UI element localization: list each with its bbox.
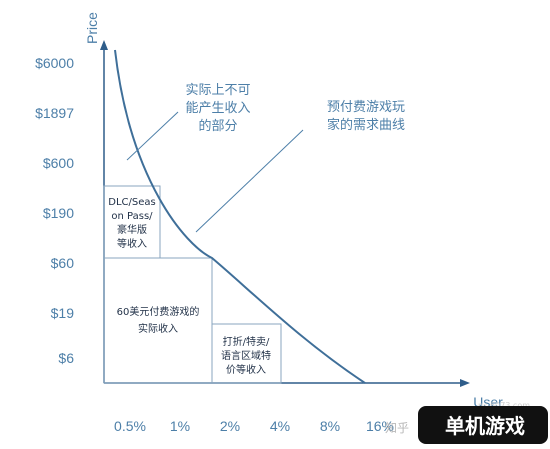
y-tick-label: $19 [51,305,75,321]
y-tick-label: $60 [51,255,75,271]
y-axis-title: Price [84,12,100,44]
annotation-unrealizable: 能产生收入 [185,101,250,116]
watermark-url: pc.6073.com [478,401,530,410]
dlc-label: 豪华版 [117,223,147,236]
dlc-label: 等收入 [117,237,147,250]
discount-label: 价等收入 [226,363,266,376]
annotation-demand-curve: 家的需求曲线 [327,117,405,133]
annotation-unrealizable: 实际上不可 [185,83,250,98]
y-tick-label: $6000 [35,55,74,71]
annotation-demand-curve: 预付费游戏玩 [327,100,405,115]
watermark-logo: 单机游戏 [445,414,525,438]
discount-region [211,323,282,384]
x-tick-label: 0.5% [114,418,146,434]
x-tick-label: 16% [366,418,394,434]
discount-label: 语言区域特 [221,349,271,362]
y-axis-arrow [100,40,108,50]
dlc-label: on Pass/ [111,211,153,222]
watermark-logo-box [418,406,548,444]
y-tick-label: $600 [43,155,74,171]
x-tick-label: 1% [170,418,190,434]
y-tick-label: $190 [43,205,74,221]
discount-label: 打折/特卖/ [223,335,270,348]
dlc-label: DLC/Seas [108,197,155,208]
x-tick-label: 4% [270,418,290,434]
y-tick-label: $6 [58,350,74,366]
x-tick-label: 8% [320,418,340,434]
y-tick-label: $1897 [35,105,74,121]
annotation-pointer [195,129,304,233]
base-revenue-label: 60美元付费游戏的 [117,305,200,318]
x-tick-label: 2% [220,418,240,434]
base-revenue-region [103,257,213,384]
base-revenue-label: 实际收入 [138,322,178,335]
annotation-pointer [126,111,179,161]
watermark-site: 知乎 [385,421,409,435]
x-axis-arrow [460,379,470,387]
annotation-unrealizable: 的部分 [198,118,237,134]
